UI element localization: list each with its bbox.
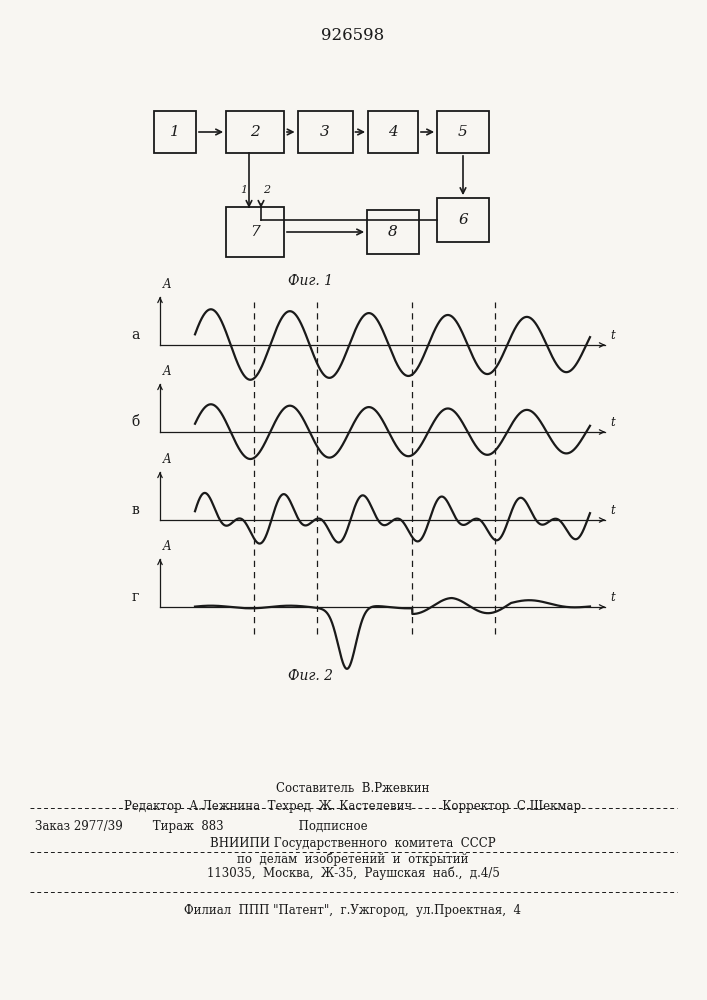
Text: t: t bbox=[610, 416, 615, 429]
Text: A: A bbox=[163, 278, 172, 291]
Text: A: A bbox=[163, 453, 172, 466]
Text: Фиг. 2: Фиг. 2 bbox=[288, 669, 332, 683]
Text: A: A bbox=[163, 540, 172, 553]
Text: 926598: 926598 bbox=[322, 27, 385, 44]
Text: t: t bbox=[610, 591, 615, 604]
Text: 2: 2 bbox=[250, 125, 260, 139]
Text: по  делам  изобретений  и  открытий: по делам изобретений и открытий bbox=[238, 852, 469, 865]
Text: а: а bbox=[131, 328, 139, 342]
Text: ВНИИПИ Государственного  комитета  СССР: ВНИИПИ Государственного комитета СССР bbox=[210, 837, 496, 850]
Text: Филиал  ППП "Патент",  г.Ужгород,  ул.Проектная,  4: Филиал ППП "Патент", г.Ужгород, ул.Проек… bbox=[185, 904, 522, 917]
Text: г: г bbox=[132, 590, 139, 604]
Text: 7: 7 bbox=[250, 225, 260, 239]
Text: Составитель  В.Ржевкин: Составитель В.Ржевкин bbox=[276, 782, 430, 795]
Bar bbox=[437, 111, 489, 153]
Bar bbox=[154, 111, 196, 153]
Text: 113035,  Москва,  Ж-35,  Раушская  наб.,  д.4/5: 113035, Москва, Ж-35, Раушская наб., д.4… bbox=[206, 867, 499, 880]
Text: 3: 3 bbox=[320, 125, 330, 139]
Text: б: б bbox=[131, 415, 139, 429]
Text: A: A bbox=[163, 365, 172, 378]
Bar bbox=[226, 111, 284, 153]
Text: в: в bbox=[131, 503, 139, 517]
Text: 1: 1 bbox=[170, 125, 180, 139]
Bar bbox=[368, 111, 418, 153]
Text: 8: 8 bbox=[388, 225, 398, 239]
Text: 5: 5 bbox=[458, 125, 468, 139]
Bar bbox=[298, 111, 353, 153]
Text: 6: 6 bbox=[458, 213, 468, 227]
Text: Редактор  А.Лежнина  Техред  Ж. Кастелевич        Корректор  С.Шекмар: Редактор А.Лежнина Техред Ж. Кастелевич … bbox=[124, 800, 582, 813]
Text: Заказ 2977/39        Тираж  883                    Подписное: Заказ 2977/39 Тираж 883 Подписное bbox=[35, 820, 368, 833]
Bar bbox=[367, 210, 419, 254]
Text: t: t bbox=[610, 329, 615, 342]
Text: 4: 4 bbox=[388, 125, 398, 139]
Bar bbox=[437, 198, 489, 242]
Text: 2: 2 bbox=[263, 185, 270, 195]
Bar bbox=[226, 207, 284, 257]
Text: Фиг. 1: Фиг. 1 bbox=[288, 274, 332, 288]
Text: t: t bbox=[610, 504, 615, 517]
Text: 1: 1 bbox=[240, 185, 247, 195]
